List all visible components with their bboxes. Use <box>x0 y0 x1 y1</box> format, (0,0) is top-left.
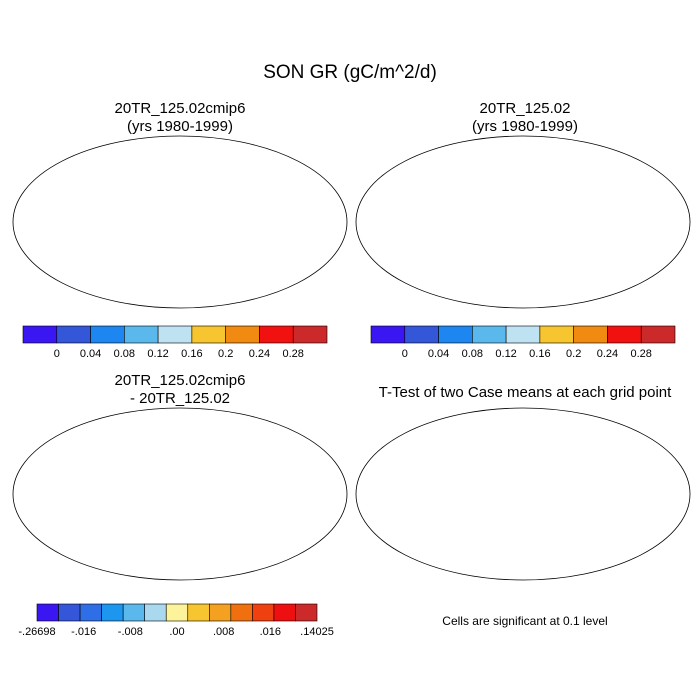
cb3-tick-label: -.016 <box>71 626 96 638</box>
cb1-tick-label: 0.2 <box>218 348 233 360</box>
cb1-tick-label: 0.28 <box>283 348 304 360</box>
cb2-swatch <box>472 325 507 344</box>
cb3-swatch <box>122 603 145 622</box>
cb2-swatch <box>438 325 473 344</box>
cb2-swatch <box>404 325 439 344</box>
panel-4-map <box>355 407 691 581</box>
cb1-swatch <box>157 325 193 344</box>
colorbar-panel-3: -.26698 -.016 -.008 .00 .008 .016 .14025 <box>18 603 334 638</box>
panel-2-title: 20TR_125.02 (yrs 1980-1999) <box>405 100 645 136</box>
cb2-swatch <box>370 325 406 344</box>
cb2-tick-label: 0.16 <box>529 348 550 360</box>
cb3-swatch <box>36 603 59 622</box>
cb3-swatch <box>295 603 318 622</box>
cb1-swatch <box>56 325 91 344</box>
cb1-swatch <box>292 325 328 344</box>
panel-3-map <box>12 407 348 581</box>
cb1-tick-label: 0.12 <box>147 348 168 360</box>
figure-title: SON GR (gC/m^2/d) <box>263 62 437 83</box>
cb2-tick-label: 0.24 <box>597 348 618 360</box>
cb3-tick-label: .00 <box>169 626 184 638</box>
cb2-tick-label: 0.08 <box>462 348 483 360</box>
cb2-tick-label: 0.04 <box>428 348 449 360</box>
cb1-swatch <box>225 325 260 344</box>
cb3-tick-label: .016 <box>260 626 281 638</box>
cb3-swatch <box>79 603 102 622</box>
cb2-swatch <box>573 325 608 344</box>
cb1-tick-label: 0.08 <box>114 348 135 360</box>
cb2-tick-label: 0.28 <box>631 348 652 360</box>
cb3-swatch <box>165 603 189 622</box>
panel-2-title-line1: 20TR_125.02 <box>479 100 571 117</box>
cb3-swatch <box>144 603 167 622</box>
cb1-tick-label: 0.16 <box>181 348 202 360</box>
panel-1-title-line2: (yrs 1980-1999) <box>127 118 233 135</box>
panel-1-title: 20TR_125.02cmip6 (yrs 1980-1999) <box>60 100 300 136</box>
panel-2-title-line2: (yrs 1980-1999) <box>472 118 578 135</box>
cb2-swatch <box>640 325 676 344</box>
cb3-tick-label: -.008 <box>118 626 143 638</box>
panel-1-map <box>12 135 348 309</box>
cb1-swatch <box>191 325 226 344</box>
cb3-swatch <box>101 603 124 622</box>
panel-4-title: T-Test of two Case means at each grid po… <box>350 384 700 402</box>
cb1-swatch <box>90 325 125 344</box>
panel-3-title: 20TR_125.02cmip6 - 20TR_125.02 <box>60 372 300 408</box>
cb1-swatch <box>22 325 58 344</box>
cb3-swatch <box>252 603 275 622</box>
cb3-swatch <box>230 603 253 622</box>
cb2-swatch <box>539 325 574 344</box>
panel-2-map <box>355 135 691 309</box>
panel-4-title-line1: T-Test of two Case means at each grid po… <box>378 384 672 401</box>
cb2-swatch <box>505 325 541 344</box>
cb3-swatch <box>58 603 81 622</box>
cb1-swatch <box>259 325 294 344</box>
panel-1-title-line1: 20TR_125.02cmip6 <box>114 100 246 117</box>
cb2-tick-label: 0.2 <box>566 348 581 360</box>
cb1-tick-label: 0.24 <box>249 348 270 360</box>
cb3-tick-label: .14025 <box>300 626 334 638</box>
cb2-tick-label: 0 <box>402 348 408 360</box>
cb1-swatch <box>124 325 159 344</box>
cb2-tick-label: 0.12 <box>495 348 516 360</box>
panel-3-title-line1: 20TR_125.02cmip6 <box>114 372 246 389</box>
cb1-tick-label: 0.04 <box>80 348 101 360</box>
cb3-swatch <box>187 603 210 622</box>
cb3-tick-label: -.26698 <box>18 626 55 638</box>
panel-3-title-line2: - 20TR_125.02 <box>129 390 231 407</box>
cb2-swatch <box>607 325 642 344</box>
cb3-swatch <box>209 603 232 622</box>
cb3-tick-label: .008 <box>213 626 234 638</box>
colorbar-panel-2: 0 0.04 0.08 0.12 0.16 0.2 0.24 0.28 <box>370 325 676 360</box>
cb1-tick-label: 0 <box>54 348 60 360</box>
colorbar-panel-1: 0 0.04 0.08 0.12 0.16 0.2 0.24 0.28 <box>22 325 328 360</box>
ttest-note: Cells are significant at 0.1 level <box>442 614 608 628</box>
cb3-swatch <box>273 603 296 622</box>
